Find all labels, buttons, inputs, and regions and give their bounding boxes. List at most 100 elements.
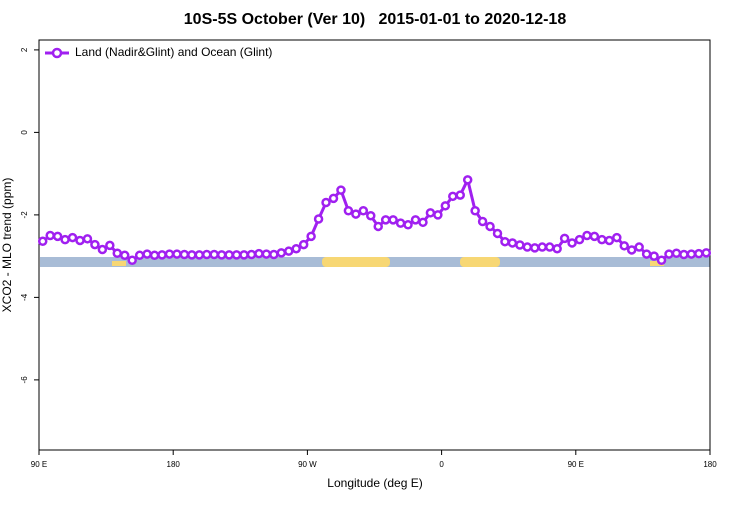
data-point <box>231 250 242 260</box>
data-point <box>254 248 264 259</box>
data-point <box>462 175 473 185</box>
land-strip <box>460 257 500 267</box>
data-point <box>388 215 398 225</box>
data-point <box>619 241 630 251</box>
data-point <box>291 243 301 254</box>
data-point <box>492 228 503 239</box>
data-point <box>641 249 652 259</box>
data-point <box>589 231 600 242</box>
land-strip <box>322 257 390 267</box>
y-tick-label: 2 <box>20 47 29 52</box>
data-point <box>626 245 637 255</box>
data-point <box>52 231 63 242</box>
x-axis-label: Longitude (deg E) <box>327 476 422 490</box>
data-point <box>239 250 249 260</box>
data-point <box>127 255 137 266</box>
data-point <box>179 249 190 260</box>
data-point <box>604 235 615 246</box>
data-point <box>515 240 525 250</box>
land-strip <box>650 261 664 266</box>
map-strip <box>40 257 710 267</box>
data-point <box>202 249 212 260</box>
data-point <box>477 216 488 227</box>
data-point <box>60 234 70 245</box>
data-point <box>500 236 510 247</box>
plot-frame <box>38 39 711 451</box>
data-point <box>358 206 369 216</box>
data-point <box>582 230 592 241</box>
data-point <box>119 250 130 261</box>
data-point <box>701 248 712 258</box>
data-point <box>187 250 197 260</box>
data-point <box>410 215 421 225</box>
data-point <box>552 243 562 254</box>
data-point <box>485 221 495 232</box>
data-point <box>224 250 234 260</box>
data-point <box>567 238 577 248</box>
x-tick-label: 90 E <box>31 460 47 469</box>
data-point <box>216 250 227 260</box>
data-point <box>45 230 55 241</box>
data-point <box>380 215 391 225</box>
data-point <box>544 242 555 252</box>
data-point <box>634 242 644 252</box>
data-point <box>313 214 324 224</box>
data-point <box>142 249 152 259</box>
data-point <box>75 235 85 246</box>
data-point <box>351 209 361 219</box>
data-point <box>306 231 316 242</box>
y-axis-label: XCO2 - MLO trend (ppm) <box>0 178 14 313</box>
data-point <box>373 221 383 232</box>
data-point <box>112 248 123 258</box>
land-strip <box>112 261 126 266</box>
data-point <box>694 248 704 259</box>
data-point <box>530 243 540 253</box>
data-point <box>269 249 279 260</box>
data-point <box>559 233 570 244</box>
y-tick-label: 0 <box>20 130 29 135</box>
data-point <box>105 240 115 251</box>
data-point <box>97 244 108 255</box>
data-point <box>455 190 465 200</box>
data-point <box>395 218 406 228</box>
data-point <box>37 236 48 247</box>
data-point <box>157 250 167 260</box>
data-point <box>149 250 160 261</box>
x-tick-label: 180 <box>167 460 181 469</box>
data-point <box>597 234 607 245</box>
data-point <box>82 234 93 244</box>
data-point <box>276 248 287 258</box>
data-point <box>261 249 272 259</box>
y-tick-label: -6 <box>20 376 29 384</box>
data-point <box>679 249 689 260</box>
x-tick-label: 180 <box>703 460 717 469</box>
data-point <box>440 201 451 211</box>
data-point <box>321 197 331 208</box>
data-point <box>343 206 354 216</box>
data-point <box>656 255 667 266</box>
data-point <box>172 249 182 259</box>
data-point <box>164 249 175 259</box>
data-point <box>433 210 443 220</box>
data-point <box>328 193 339 204</box>
data-point <box>448 191 458 202</box>
data-point <box>537 242 547 252</box>
legend-marker <box>51 47 63 59</box>
data-point <box>686 249 697 259</box>
y-tick-label: -2 <box>20 211 29 219</box>
data-point <box>507 238 518 248</box>
x-tick-label: 0 <box>439 460 444 469</box>
y-tick-label: -4 <box>20 293 29 301</box>
data-point <box>671 248 682 258</box>
data-point <box>403 220 413 230</box>
data-point <box>298 239 309 250</box>
data-point <box>418 217 428 228</box>
x-tick-label: 90 E <box>568 460 584 469</box>
x-tick-label: 90 W <box>298 460 317 469</box>
data-point <box>522 242 533 252</box>
data-point <box>284 246 294 256</box>
data-point <box>649 251 659 261</box>
data-point <box>425 208 436 218</box>
data-point <box>664 249 674 259</box>
